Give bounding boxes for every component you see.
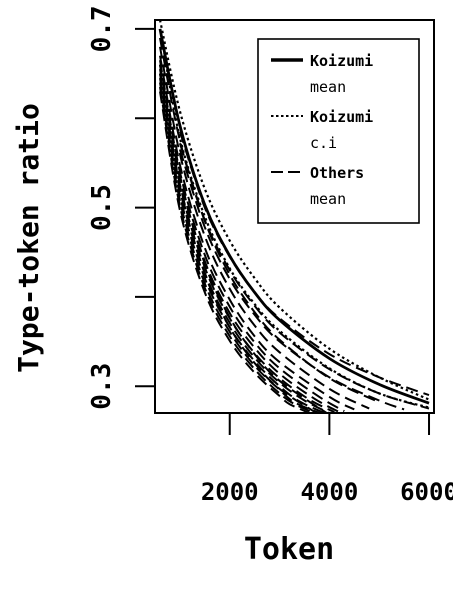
x-tick-label: 6000	[400, 478, 453, 506]
x-tick-label: 4000	[300, 478, 358, 506]
series-line-others	[159, 73, 317, 412]
y-tick-label: 0.5	[87, 184, 117, 231]
legend-label: Koizumi	[310, 52, 373, 70]
series-line-others	[159, 37, 380, 404]
series-line-others	[159, 82, 320, 412]
x-tick-label: 2000	[201, 478, 259, 506]
legend-label: Koizumi	[310, 108, 373, 126]
series-line-koizumi-ci	[161, 42, 430, 409]
y-tick-label: 0.7	[87, 5, 117, 52]
series-line-others	[159, 55, 355, 411]
y-axis-title: Type-token ratio	[12, 103, 45, 373]
y-axis: 0.3 0.5 0.7	[87, 5, 155, 410]
series-line-others	[159, 77, 325, 412]
x-axis-title: Token	[244, 532, 334, 567]
legend-label: Others	[310, 164, 364, 182]
legend: Koizumi mean Koizumi c.i Others mean	[257, 38, 420, 224]
series-line-koizumi-mean	[158, 28, 430, 405]
plot-frame	[154, 19, 435, 414]
series-line-others	[178, 149, 405, 411]
series-layer	[158, 21, 430, 412]
legend-box	[257, 38, 420, 224]
series-line-others	[159, 86, 315, 412]
x-axis: 2000 4000 6000	[201, 413, 453, 506]
legend-label-line2: mean	[310, 78, 346, 96]
y-tick-label: 0.3	[87, 363, 117, 410]
series-line-others	[159, 91, 310, 412]
series-line-others	[159, 64, 328, 412]
legend-label-line2: mean	[310, 190, 346, 208]
legend-label-line2: c.i	[310, 134, 337, 152]
series-line-others	[159, 46, 370, 410]
